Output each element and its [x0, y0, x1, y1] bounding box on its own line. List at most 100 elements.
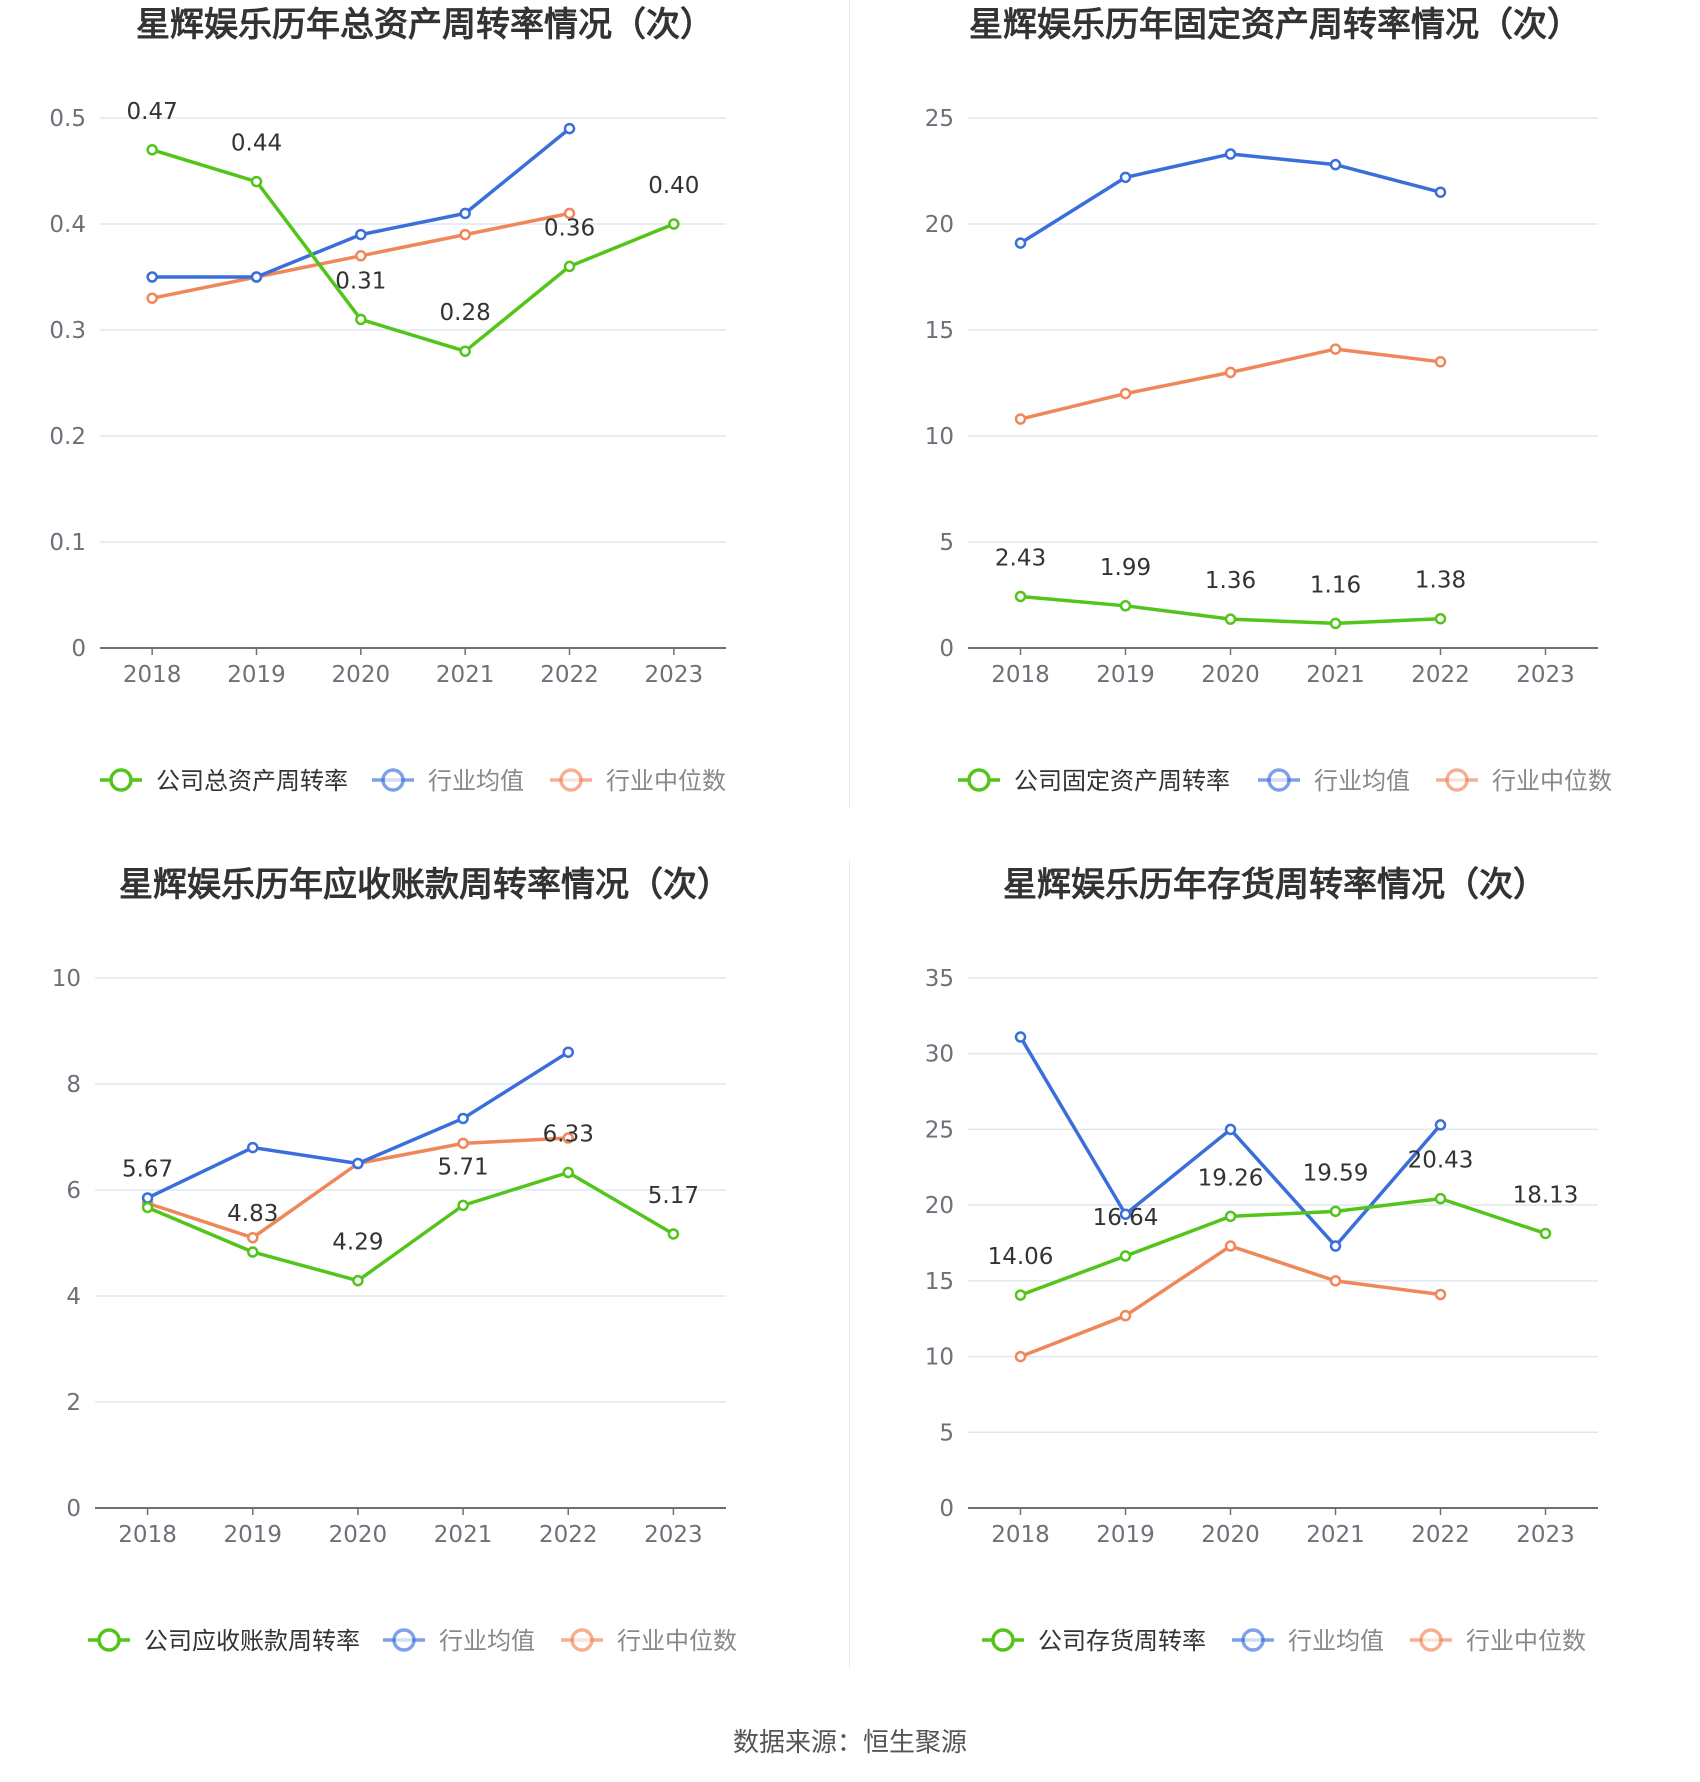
data-point-company[interactable]	[1224, 613, 1237, 625]
data-point-avg[interactable]	[355, 228, 367, 241]
data-point-company[interactable]	[1014, 590, 1027, 603]
y-tick-label: 25	[925, 106, 954, 132]
data-point-company[interactable]	[1014, 1289, 1027, 1301]
data-point-company[interactable]	[459, 345, 471, 357]
legend-item-median[interactable]: 行业中位数	[1410, 1627, 1586, 1655]
data-point-avg[interactable]	[563, 122, 576, 135]
legend-item-company[interactable]: 公司固定资产周转率	[958, 767, 1230, 795]
data-label: 4.29	[332, 1230, 383, 1256]
data-point-avg[interactable]	[459, 207, 471, 220]
data-point-avg[interactable]	[1224, 148, 1237, 160]
x-tick-label: 2021	[1306, 662, 1365, 688]
y-tick-label: 30	[925, 1042, 954, 1068]
data-label: 16.64	[1093, 1205, 1159, 1231]
data-point-avg[interactable]	[250, 271, 263, 283]
data-point-company[interactable]	[247, 1246, 259, 1258]
data-point-avg[interactable]	[562, 1046, 574, 1058]
data-point-median[interactable]	[562, 1132, 574, 1144]
data-point-avg[interactable]	[1329, 1240, 1342, 1252]
legend-item-company[interactable]: 公司总资产周转率	[100, 767, 348, 795]
data-point-company[interactable]	[668, 218, 680, 230]
legend-item-median[interactable]: 行业中位数	[1436, 767, 1612, 795]
x-tick-label: 2020	[1201, 662, 1260, 688]
data-point-avg[interactable]	[1119, 171, 1132, 184]
data-point-company[interactable]	[352, 1274, 364, 1287]
data-point-company[interactable]	[146, 144, 158, 156]
data-point-median[interactable]	[1434, 1288, 1447, 1301]
data-point-median[interactable]	[355, 250, 367, 262]
data-label: 14.06	[988, 1244, 1054, 1270]
x-tick-label: 2022	[539, 1522, 598, 1548]
data-label: 0.47	[127, 99, 178, 125]
data-point-median[interactable]	[1014, 413, 1027, 425]
legend-label: 行业均值	[428, 767, 524, 795]
x-tick-label: 2020	[1201, 1522, 1260, 1548]
data-point-avg[interactable]	[1119, 1208, 1132, 1220]
data-point-avg[interactable]	[141, 1192, 154, 1204]
data-point-avg[interactable]	[1014, 237, 1027, 249]
data-point-avg[interactable]	[457, 1112, 469, 1125]
chart-title: 星辉娱乐历年总资产周转率情况（次）	[136, 5, 714, 45]
legend-item-company[interactable]: 公司存货周转率	[982, 1627, 1206, 1655]
x-tick-label: 2019	[223, 1522, 282, 1548]
x-tick-label: 2023	[644, 1522, 703, 1548]
data-point-median[interactable]	[247, 1231, 259, 1244]
data-label: 19.26	[1198, 1165, 1264, 1191]
data-point-median[interactable]	[1224, 1240, 1237, 1252]
legend-item-avg[interactable]: 行业均值	[372, 767, 524, 795]
y-tick-label: 25	[925, 1117, 954, 1143]
data-point-company[interactable]	[457, 1199, 469, 1212]
data-point-median[interactable]	[1434, 356, 1447, 368]
data-point-avg[interactable]	[1014, 1031, 1027, 1043]
data-point-company[interactable]	[250, 175, 263, 188]
data-point-company[interactable]	[355, 313, 367, 326]
legend-item-median[interactable]: 行业中位数	[561, 1627, 737, 1655]
data-label: 1.16	[1310, 572, 1361, 598]
x-tick-label: 2021	[434, 1522, 493, 1548]
data-point-avg[interactable]	[1434, 186, 1447, 198]
data-point-median[interactable]	[1119, 387, 1132, 400]
data-point-company[interactable]	[1539, 1227, 1552, 1240]
data-point-company[interactable]	[562, 1166, 574, 1179]
data-point-avg[interactable]	[1434, 1119, 1447, 1131]
data-point-median[interactable]	[1329, 1275, 1342, 1287]
data-point-median[interactable]	[1119, 1309, 1132, 1322]
series-line-avg	[146, 1050, 570, 1200]
data-point-company[interactable]	[1119, 1250, 1132, 1262]
data-point-avg[interactable]	[146, 271, 158, 283]
data-point-avg[interactable]	[1224, 1123, 1237, 1136]
x-tick-label: 2022	[540, 662, 599, 688]
data-point-company[interactable]	[563, 260, 576, 273]
data-point-avg[interactable]	[1329, 158, 1342, 171]
data-point-median[interactable]	[146, 292, 158, 304]
data-point-company[interactable]	[141, 1201, 154, 1214]
data-point-company[interactable]	[1329, 617, 1342, 630]
data-point-median[interactable]	[1224, 366, 1237, 379]
series-line-company	[1019, 1196, 1547, 1297]
data-point-company[interactable]	[1224, 1210, 1237, 1223]
data-point-median[interactable]	[457, 1137, 469, 1150]
data-point-company[interactable]	[667, 1228, 680, 1240]
data-point-median[interactable]	[1329, 343, 1342, 355]
legend-item-avg[interactable]: 行业均值	[1232, 1627, 1384, 1655]
legend-item-avg[interactable]: 行业均值	[1258, 767, 1410, 795]
data-point-avg[interactable]	[247, 1141, 259, 1154]
legend-item-company[interactable]: 公司应收账款周转率	[88, 1627, 360, 1655]
y-tick-label: 10	[52, 966, 81, 992]
legend-label: 公司存货周转率	[1038, 1627, 1206, 1655]
x-tick-label: 2019	[1096, 1522, 1155, 1548]
legend-item-median[interactable]: 行业中位数	[550, 767, 726, 795]
legend-item-avg[interactable]: 行业均值	[383, 1627, 535, 1655]
data-point-company[interactable]	[1119, 600, 1132, 612]
data-point-median[interactable]	[459, 228, 471, 241]
data-point-avg[interactable]	[352, 1157, 364, 1170]
x-tick-label: 2020	[329, 1522, 388, 1548]
legend-marker-icon	[570, 1628, 594, 1652]
data-point-company[interactable]	[1434, 612, 1447, 625]
data-point-company[interactable]	[1434, 1192, 1447, 1205]
data-point-company[interactable]	[1329, 1205, 1342, 1218]
data-point-median[interactable]	[1014, 1350, 1027, 1363]
x-tick-label: 2022	[1411, 662, 1470, 688]
x-tick-label: 2022	[1411, 1522, 1470, 1548]
data-point-median[interactable]	[563, 207, 576, 220]
